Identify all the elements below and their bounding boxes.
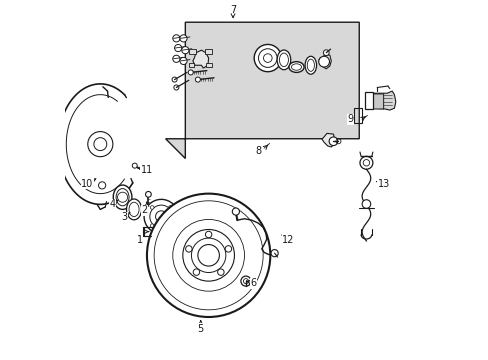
Circle shape xyxy=(362,200,370,208)
Circle shape xyxy=(359,156,372,169)
Circle shape xyxy=(180,35,187,42)
Text: 9: 9 xyxy=(346,114,353,124)
Circle shape xyxy=(168,224,172,228)
Ellipse shape xyxy=(277,50,290,70)
Ellipse shape xyxy=(288,62,304,72)
Circle shape xyxy=(217,269,224,275)
Polygon shape xyxy=(192,50,208,68)
Text: 1: 1 xyxy=(137,234,142,244)
Polygon shape xyxy=(188,63,194,67)
Circle shape xyxy=(144,199,178,234)
Circle shape xyxy=(172,77,177,82)
Circle shape xyxy=(318,56,329,67)
Polygon shape xyxy=(321,134,334,147)
Text: 12: 12 xyxy=(282,234,294,244)
Polygon shape xyxy=(372,91,395,110)
Text: 5: 5 xyxy=(197,324,203,334)
Ellipse shape xyxy=(113,185,132,210)
Circle shape xyxy=(183,229,234,281)
Circle shape xyxy=(241,276,250,286)
Ellipse shape xyxy=(126,199,142,220)
Circle shape xyxy=(174,44,182,51)
Circle shape xyxy=(88,132,113,157)
Circle shape xyxy=(195,77,200,82)
Circle shape xyxy=(188,70,193,75)
Circle shape xyxy=(150,224,154,228)
Text: 8: 8 xyxy=(255,145,262,156)
Circle shape xyxy=(132,163,137,168)
Circle shape xyxy=(168,206,172,209)
Polygon shape xyxy=(189,49,195,54)
Circle shape xyxy=(99,182,105,189)
Ellipse shape xyxy=(305,56,316,74)
Circle shape xyxy=(145,192,151,197)
Circle shape xyxy=(328,137,337,145)
Circle shape xyxy=(254,44,281,72)
Text: 10: 10 xyxy=(81,179,93,189)
Circle shape xyxy=(323,50,328,55)
Polygon shape xyxy=(165,22,359,158)
Circle shape xyxy=(147,194,270,317)
Bar xyxy=(353,108,361,123)
Bar xyxy=(364,92,372,109)
Circle shape xyxy=(185,246,192,252)
Circle shape xyxy=(232,208,239,215)
Circle shape xyxy=(180,57,187,64)
Circle shape xyxy=(193,269,199,275)
Text: 2: 2 xyxy=(142,206,148,216)
Circle shape xyxy=(117,192,127,202)
Circle shape xyxy=(174,85,179,90)
Polygon shape xyxy=(319,54,330,69)
Circle shape xyxy=(205,231,211,238)
Text: 11: 11 xyxy=(141,165,153,175)
Circle shape xyxy=(198,244,219,266)
Polygon shape xyxy=(370,94,383,109)
Circle shape xyxy=(225,246,231,252)
Text: 7: 7 xyxy=(229,5,236,15)
Circle shape xyxy=(270,249,278,257)
Circle shape xyxy=(172,35,180,42)
Text: 6: 6 xyxy=(250,278,256,288)
Text: 4: 4 xyxy=(109,199,115,210)
Circle shape xyxy=(182,46,188,54)
Polygon shape xyxy=(205,49,211,54)
Circle shape xyxy=(150,206,154,209)
Polygon shape xyxy=(206,63,212,67)
Text: 13: 13 xyxy=(377,179,389,189)
Circle shape xyxy=(172,55,180,62)
Text: 3: 3 xyxy=(121,212,127,222)
